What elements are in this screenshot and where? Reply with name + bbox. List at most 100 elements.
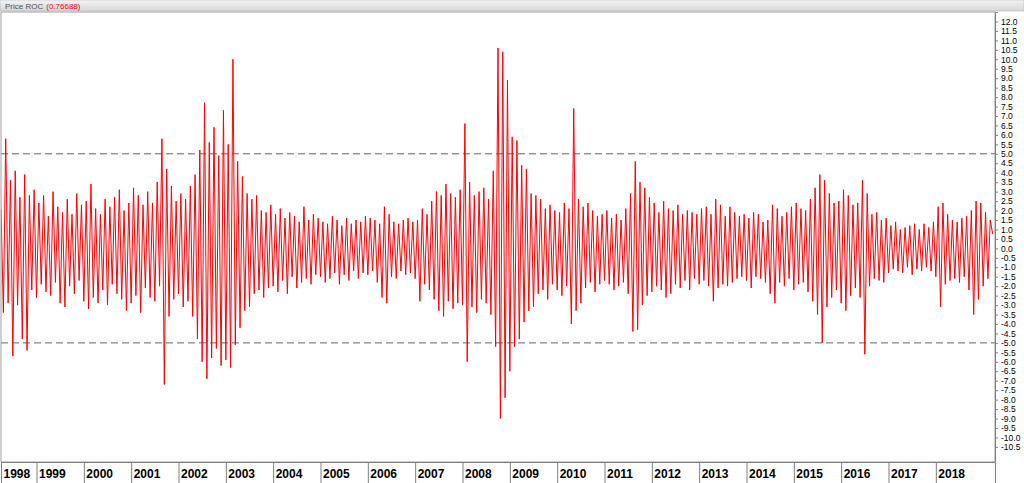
x-tick: 2013: [700, 462, 729, 483]
x-tick: 2006: [368, 462, 397, 483]
y-tick-mark: [995, 69, 998, 70]
y-axis: 12.011.511.010.510.09.59.08.58.07.57.06.…: [995, 13, 1021, 463]
y-tick-mark: [995, 305, 998, 306]
y-tick-mark: [995, 362, 998, 363]
y-tick-mark: [995, 201, 998, 202]
y-tick-mark: [995, 371, 998, 372]
x-tick-label: 2008: [465, 467, 492, 481]
x-tick: 2002: [179, 462, 208, 483]
x-tick: 2004: [274, 462, 303, 483]
x-tick-label: 2017: [891, 467, 918, 481]
x-tick: 2015: [794, 462, 823, 483]
y-tick-mark: [995, 88, 998, 89]
x-tick-mark: [368, 462, 369, 483]
chart: Price ROC(0.76688)12.011.511.010.510.09.…: [0, 0, 1024, 483]
y-tick: -10.5: [995, 442, 1021, 452]
x-tick: 2017: [889, 462, 918, 483]
y-tick-mark: [995, 277, 998, 278]
x-tick-mark: [131, 462, 132, 483]
y-tick-mark: [995, 324, 998, 325]
x-tick: 2009: [510, 462, 539, 483]
x-tick: 2000: [84, 462, 113, 483]
x-tick-mark: [747, 462, 748, 483]
y-tick-mark: [995, 173, 998, 174]
x-tick: 2010: [558, 462, 587, 483]
title: Price ROC: [5, 2, 43, 11]
y-tick-mark: [995, 248, 998, 249]
x-tick: 1999: [37, 462, 66, 483]
x-tick-mark: [794, 462, 795, 483]
plot-area: [1, 48, 993, 419]
plot-frame: [1, 12, 995, 462]
y-tick-mark: [995, 31, 998, 32]
y-tick-mark: [995, 50, 998, 51]
x-tick-mark: [226, 462, 227, 483]
background: [0, 0, 1024, 483]
y-tick-mark: [995, 40, 998, 41]
y-tick-mark: [995, 59, 998, 60]
x-tick-mark: [321, 462, 322, 483]
y-tick-mark: [995, 163, 998, 164]
x-tick-mark: [37, 462, 38, 483]
x-tick: 2001: [132, 462, 161, 483]
x-tick-mark: [557, 462, 558, 483]
x-tick-mark: [652, 462, 653, 483]
x-tick-label: 2014: [749, 467, 776, 481]
x-tick-label: 2004: [276, 467, 303, 481]
x-tick: 2003: [226, 462, 255, 483]
y-tick-label: -10.5: [1001, 442, 1021, 452]
x-tick-label: 1999: [39, 467, 66, 481]
y-tick-mark: [995, 409, 998, 410]
x-tick: 2005: [321, 462, 350, 483]
y-tick-mark: [995, 419, 998, 420]
x-tick-mark: [273, 462, 274, 483]
x-tick: 2012: [652, 462, 681, 483]
x-tick-label: 2016: [844, 467, 871, 481]
x-axis-strip: [0, 462, 1024, 483]
x-tick-label: 2005: [323, 467, 350, 481]
x-tick: 2007: [416, 462, 445, 483]
x-tick-label: 1998: [4, 467, 31, 481]
y-tick-mark: [995, 21, 998, 22]
y-tick-mark: [995, 116, 998, 117]
x-tick-mark: [889, 462, 890, 483]
x-tick-mark: [84, 462, 85, 483]
y-tick-mark: [995, 154, 998, 155]
y-tick-mark: [995, 192, 998, 193]
y-tick-mark: [995, 258, 998, 259]
x-tick-label: 2009: [512, 467, 539, 481]
x-tick-mark: [841, 462, 842, 483]
y-tick-mark: [995, 239, 998, 240]
y-tick-mark: [995, 135, 998, 136]
y-axis-line: [996, 13, 999, 463]
x-axis-line: [2, 463, 996, 483]
x-tick: 2016: [842, 462, 871, 483]
y-tick-mark: [995, 97, 998, 98]
reference-lines: [1, 154, 995, 343]
x-tick-label: 2003: [228, 467, 255, 481]
y-tick-mark: [995, 447, 998, 448]
x-tick-label: 2012: [654, 467, 681, 481]
y-tick-mark: [995, 78, 998, 79]
y-tick-mark: [995, 229, 998, 230]
y-tick-mark: [995, 333, 998, 334]
y-tick-mark: [995, 400, 998, 401]
x-tick-label: 2018: [938, 467, 965, 481]
y-tick-mark: [995, 125, 998, 126]
y-tick-mark: [995, 352, 998, 353]
y-tick-mark: [995, 381, 998, 382]
y-tick-mark: [995, 220, 998, 221]
y-tick-mark: [995, 296, 998, 297]
x-tick-mark: [179, 462, 180, 483]
y-tick-mark: [995, 437, 998, 438]
y-tick-mark: [995, 144, 998, 145]
x-tick-mark: [936, 462, 937, 483]
y-tick-mark: [995, 428, 998, 429]
y-tick-mark: [995, 343, 998, 344]
x-tick: 2008: [463, 462, 492, 483]
x-tick-mark: [605, 462, 606, 483]
x-tick: 1998: [2, 462, 31, 483]
x-tick: 2018: [936, 462, 965, 483]
y-tick-mark: [995, 390, 998, 391]
x-tick-label: 2015: [796, 467, 823, 481]
